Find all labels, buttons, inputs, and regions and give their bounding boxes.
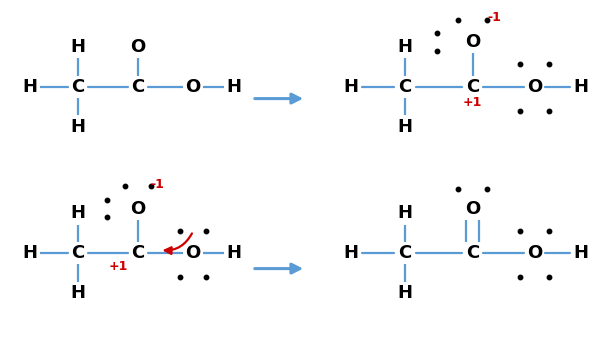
Text: H: H: [227, 244, 242, 262]
Text: O: O: [527, 78, 542, 96]
Text: C: C: [466, 244, 479, 262]
Text: H: H: [71, 118, 86, 136]
Text: O: O: [130, 38, 146, 56]
Text: O: O: [185, 78, 201, 96]
Text: O: O: [130, 200, 146, 218]
Text: -1: -1: [150, 178, 164, 191]
Text: H: H: [71, 284, 86, 302]
Text: O: O: [527, 244, 542, 262]
Text: H: H: [23, 244, 37, 262]
Text: H: H: [23, 78, 37, 96]
Text: H: H: [71, 204, 86, 222]
Text: C: C: [131, 78, 145, 96]
Text: H: H: [343, 244, 359, 262]
Text: C: C: [466, 78, 479, 96]
Text: +1: +1: [109, 259, 128, 273]
Text: H: H: [398, 284, 413, 302]
Text: H: H: [398, 204, 413, 222]
Text: C: C: [131, 244, 145, 262]
Text: O: O: [185, 244, 201, 262]
Text: C: C: [398, 78, 412, 96]
Text: H: H: [71, 38, 86, 56]
Text: C: C: [71, 78, 85, 96]
Text: O: O: [465, 33, 480, 51]
Text: H: H: [227, 78, 242, 96]
Text: H: H: [573, 78, 588, 96]
Text: H: H: [398, 38, 413, 56]
Text: C: C: [71, 244, 85, 262]
Text: O: O: [465, 200, 480, 218]
Text: C: C: [398, 244, 412, 262]
Text: H: H: [398, 118, 413, 136]
Text: H: H: [343, 78, 359, 96]
Text: +1: +1: [463, 96, 482, 109]
Text: H: H: [573, 244, 588, 262]
Text: -1: -1: [487, 12, 501, 24]
